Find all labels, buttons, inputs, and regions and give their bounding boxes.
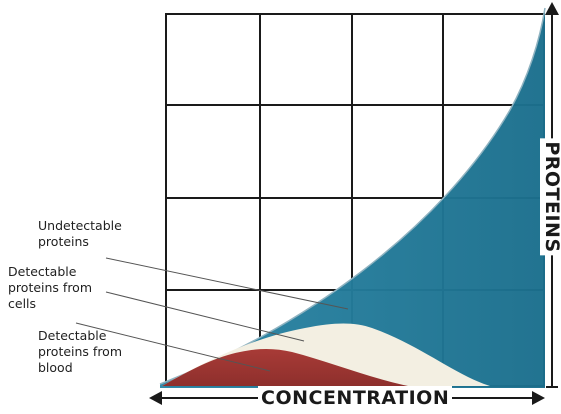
callout-detectable-proteins-blood: Detectable proteins from blood <box>38 328 158 376</box>
callout-line: proteins <box>38 234 89 249</box>
callout-line: Detectable <box>38 328 107 343</box>
callout-line: proteins from <box>38 344 123 359</box>
region-undetectable-edge <box>159 7 546 385</box>
callout-line: blood <box>38 360 73 375</box>
y-axis-label: PROTEINS <box>540 138 561 256</box>
leader-line-blood <box>75 322 271 372</box>
x-axis-arrow-left-icon <box>149 391 162 405</box>
callout-line: Undetectable <box>38 218 122 233</box>
region-detectable-proteins-blood <box>162 349 408 386</box>
callout-line: cells <box>8 296 37 311</box>
region-undetectable-proteins <box>160 8 545 388</box>
callout-line: Detectable <box>8 264 77 279</box>
callout-detectable-proteins-cells: Detectable proteins from cells <box>8 264 128 312</box>
y-axis-arrow-up-icon <box>545 2 559 15</box>
x-axis-label: CONCENTRATION <box>258 386 453 410</box>
leader-lines <box>75 257 349 372</box>
leader-line-cells <box>105 291 305 342</box>
callout-line: proteins from <box>8 280 93 295</box>
leader-line-undetectable <box>105 257 349 310</box>
callout-undetectable-proteins: Undetectable proteins <box>38 218 158 250</box>
x-axis-arrow-right-icon <box>532 391 545 405</box>
